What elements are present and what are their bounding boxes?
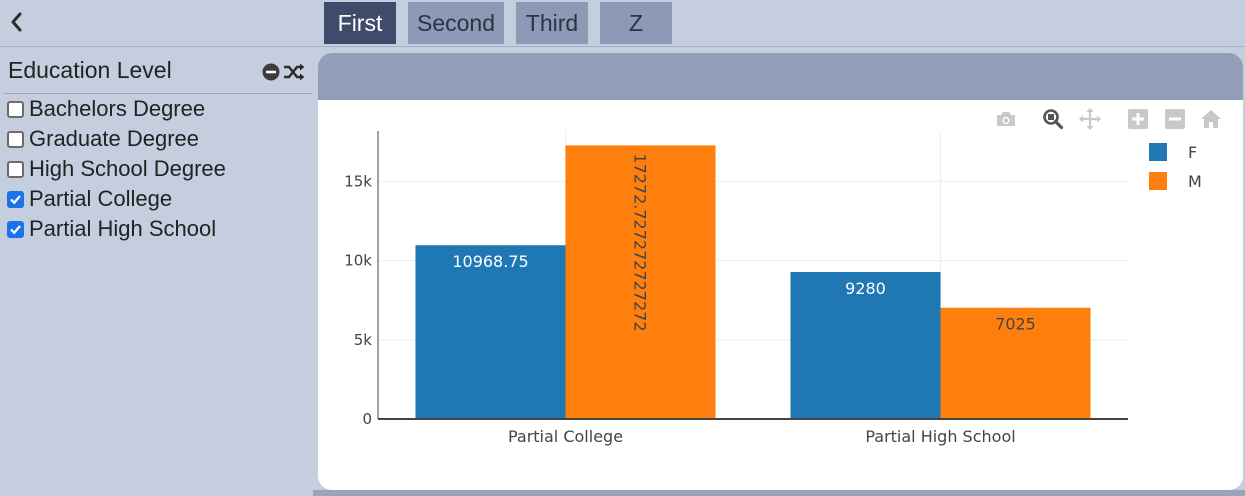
y-tick-label: 5k	[354, 331, 373, 349]
x-tick-label: Partial High School	[865, 427, 1015, 446]
pan-icon[interactable]	[1078, 108, 1102, 130]
zoom-in-icon[interactable]	[1126, 108, 1150, 130]
minus-circle-icon[interactable]	[262, 63, 280, 81]
bar-value-label: 7025	[995, 315, 1036, 334]
shuffle-icon[interactable]	[283, 63, 305, 81]
option-label: High School Degree	[29, 156, 226, 181]
legend-swatch-m	[1149, 172, 1167, 190]
checkmark-icon	[10, 224, 21, 234]
bar-f	[415, 245, 566, 419]
option-partial-college[interactable]: Partial College	[7, 185, 172, 213]
legend-label-f: F	[1188, 143, 1197, 162]
checkbox[interactable]	[7, 100, 24, 118]
checkbox-checked[interactable]	[7, 220, 24, 238]
tab-third[interactable]: Third	[516, 2, 588, 44]
chart-card: 0 5k 10k 15k 10968.75 9280 17272.727272727272 7…	[318, 53, 1243, 490]
legend-label-m: M	[1188, 172, 1202, 191]
bar-f	[790, 271, 941, 419]
option-label: Graduate Degree	[29, 126, 199, 151]
option-label: Partial College	[29, 186, 173, 211]
bar-value-label: 17272.727272727272	[631, 153, 650, 331]
bar-m	[940, 307, 1091, 419]
back-button[interactable]	[6, 8, 26, 36]
y-tick-label: 0	[362, 410, 372, 428]
tab-second[interactable]: Second	[408, 2, 504, 44]
checkbox[interactable]	[7, 130, 24, 148]
option-bachelors-degree[interactable]: Bachelors Degree	[7, 95, 205, 123]
home-icon[interactable]	[1199, 108, 1223, 130]
option-label: Partial High School	[29, 216, 217, 241]
y-tick-label: 15k	[344, 172, 372, 190]
option-graduate-degree[interactable]: Graduate Degree	[7, 125, 199, 153]
bar-value-label: 10968.75	[452, 252, 528, 271]
top-bar: First Second Third Z	[0, 0, 1245, 47]
filter-sidebar: Education Level Bachelors Degree Graduat…	[0, 47, 313, 496]
chevron-left-icon	[11, 12, 22, 32]
option-high-school-degree[interactable]: High School Degree	[7, 155, 226, 183]
zoom-out-icon[interactable]	[1163, 108, 1187, 130]
bar-chart[interactable]: 0 5k 10k 15k 10968.75 9280 17272.727272727272 7…	[318, 53, 1243, 490]
option-label: Bachelors Degree	[29, 96, 206, 121]
checkbox-checked[interactable]	[7, 190, 24, 208]
bar-value-label: 9280	[845, 279, 886, 298]
card-header	[318, 53, 1243, 100]
zoom-icon[interactable]	[1041, 108, 1065, 130]
camera-icon[interactable]	[994, 108, 1018, 130]
bottom-border	[313, 490, 1245, 496]
checkbox[interactable]	[7, 160, 24, 178]
filter-title: Education Level	[8, 57, 172, 83]
y-tick-label: 10k	[344, 252, 372, 270]
tab-z[interactable]: Z	[600, 2, 672, 44]
option-partial-high-school[interactable]: Partial High School	[7, 215, 216, 243]
x-tick-label: Partial College	[508, 427, 623, 446]
legend-swatch-f	[1149, 143, 1167, 161]
sidebar-divider	[4, 93, 312, 94]
bar-m	[565, 145, 716, 420]
checkmark-icon	[10, 194, 21, 204]
tab-first[interactable]: First	[324, 2, 396, 44]
